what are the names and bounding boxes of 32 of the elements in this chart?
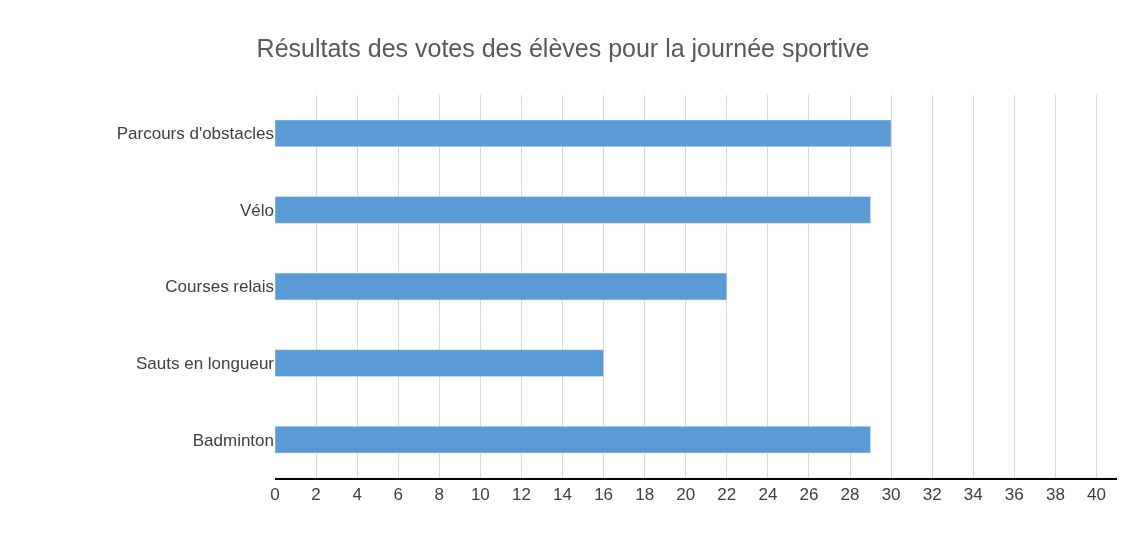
bar [275,426,871,454]
x-tick-label: 32 [922,485,942,505]
x-tick-label: 0 [270,485,280,505]
x-tick-label: 30 [881,485,901,505]
x-tick-label: 28 [840,485,860,505]
x-tick-label: 16 [594,485,614,505]
y-tick-label: Courses relais [165,277,274,297]
bar [275,196,871,224]
y-tick-label: Parcours d'obstacles [116,124,274,144]
x-tick-label: 10 [470,485,490,505]
bar [275,272,728,301]
x-tick-label: 36 [1004,485,1024,505]
x-tick-label: 22 [717,485,737,505]
x-tick-label: 8 [434,485,445,505]
y-tick-label: Vélo [239,200,274,220]
bar [275,349,604,377]
x-tick-label: 14 [553,485,572,505]
x-tick-label: 24 [758,485,778,505]
x-tick-label: 26 [799,485,819,505]
chart-title: Résultats des votes des élèves pour la journée sportive [256,33,870,62]
x-tick-label: 18 [635,485,655,505]
x-tick-label: 2 [311,485,321,505]
y-tick-label: Badminton [192,430,274,450]
x-tick-label: 6 [393,485,403,505]
y-tick-label: Sauts en longueur [136,354,275,374]
x-tick-label: 20 [676,485,696,505]
x-tick-label: 12 [511,485,531,505]
x-tick-label: 38 [1045,485,1065,505]
x-tick-label: 34 [963,485,983,505]
x-tick-label: 40 [1087,485,1106,505]
bar [275,119,892,147]
x-tick-label: 4 [352,485,362,505]
